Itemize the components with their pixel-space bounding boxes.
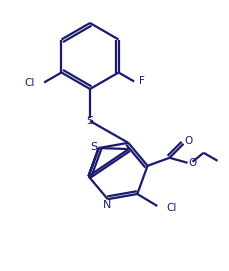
Text: F: F xyxy=(139,76,144,86)
Text: O: O xyxy=(188,158,196,168)
Text: O: O xyxy=(184,136,192,146)
Text: Cl: Cl xyxy=(166,203,176,213)
Text: N: N xyxy=(102,200,110,210)
Text: S: S xyxy=(86,116,93,126)
Text: Cl: Cl xyxy=(25,79,35,89)
Text: S: S xyxy=(90,142,97,152)
